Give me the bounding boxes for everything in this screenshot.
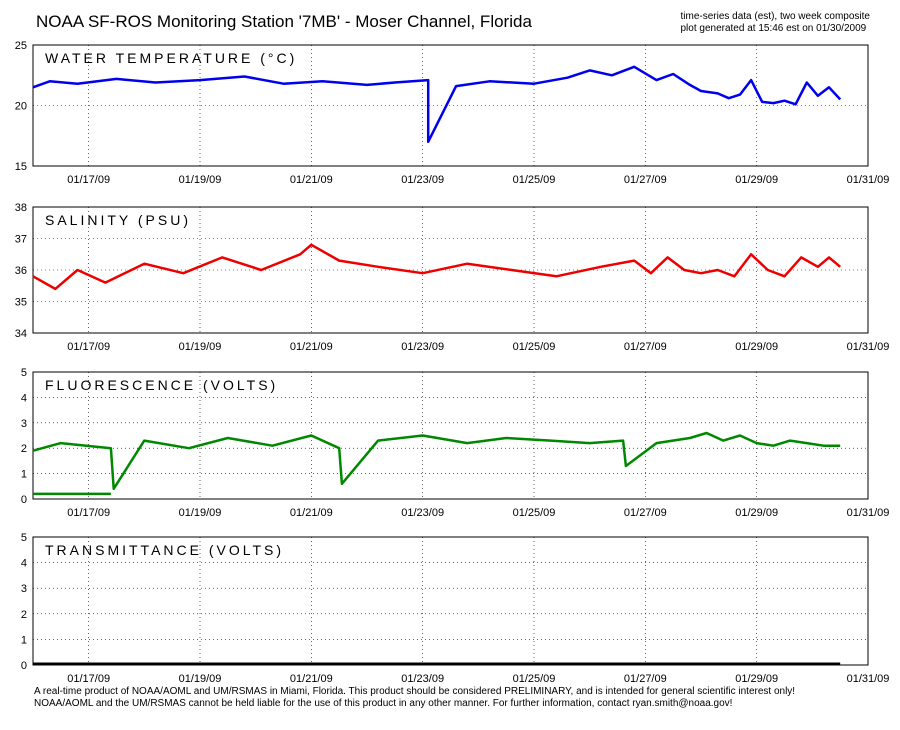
disclaimer-line-1: A real-time product of NOAA/AOML and UM/… xyxy=(34,686,796,697)
x-tick-label: 01/27/09 xyxy=(624,673,667,685)
x-tick-label: 01/29/09 xyxy=(735,673,778,685)
y-tick-label: 1 xyxy=(21,469,27,481)
fluorescence-series-line xyxy=(32,431,841,491)
x-tick-label: 01/23/09 xyxy=(401,341,444,353)
salinity-title: SALINITY (PSU) xyxy=(45,212,191,228)
y-tick-label: 5 xyxy=(21,532,27,544)
x-tick-label: 01/27/09 xyxy=(624,507,667,519)
water-temperature-panel: 01/17/09 01/19/09 01/21/09 01/23/09 01/25/09… xyxy=(15,40,890,186)
salinity-panel: 01/17/09 01/19/09 01/21/09 01/23/09 01/25/09… xyxy=(15,202,890,353)
y-tick-label: 20 xyxy=(15,101,27,113)
x-tick-label: 01/31/09 xyxy=(847,174,890,186)
x-tick-label: 01/25/09 xyxy=(513,507,556,519)
water-temperature-series-line xyxy=(32,65,842,144)
plot-metadata: time-series data (est), two week composi… xyxy=(680,11,870,35)
y-tick-label: 5 xyxy=(21,367,27,379)
page-title: NOAA SF-ROS Monitoring Station '7MB' - M… xyxy=(36,12,532,31)
y-tick-label: 2 xyxy=(21,609,27,621)
x-tick-label: 01/25/09 xyxy=(513,174,556,186)
x-tick-label: 01/31/09 xyxy=(847,341,890,353)
y-tick-label: 25 xyxy=(15,40,27,52)
y-tick-label: 3 xyxy=(21,418,27,430)
water-temperature-plot-area xyxy=(32,44,869,167)
transmittance-plot-area xyxy=(32,536,869,666)
x-tick-label: 01/21/09 xyxy=(290,341,333,353)
y-tick-label: 2 xyxy=(21,443,27,455)
transmittance-panel: 01/17/09 01/19/09 01/21/09 01/23/09 01/25/09… xyxy=(21,532,890,685)
x-tick-label: 01/19/09 xyxy=(179,341,222,353)
y-tick-label: 4 xyxy=(21,558,27,570)
x-tick-label: 01/27/09 xyxy=(624,174,667,186)
x-tick-label: 01/27/09 xyxy=(624,341,667,353)
x-tick-label: 01/19/09 xyxy=(179,174,222,186)
disclaimer-line-2: NOAA/AOML and the UM/RSMAS cannot be hel… xyxy=(34,698,733,709)
transmittance-title: TRANSMITTANCE (VOLTS) xyxy=(45,542,284,558)
y-tick-label: 15 xyxy=(15,161,27,173)
meta-line-1: time-series data (est), two week composi… xyxy=(680,11,870,22)
y-tick-label: 34 xyxy=(15,328,27,340)
x-tick-label: 01/17/09 xyxy=(67,507,110,519)
y-tick-label: 1 xyxy=(21,634,27,646)
x-tick-label: 01/17/09 xyxy=(67,673,110,685)
salinity-series-line xyxy=(32,243,842,291)
x-tick-label: 01/31/09 xyxy=(847,673,890,685)
fluorescence-panel: 01/17/09 01/19/09 01/21/09 01/23/09 01/25/09… xyxy=(21,367,890,519)
x-tick-label: 01/19/09 xyxy=(179,507,222,519)
x-tick-label: 01/25/09 xyxy=(513,341,556,353)
y-tick-label: 4 xyxy=(21,392,27,404)
x-tick-label: 01/23/09 xyxy=(401,507,444,519)
x-tick-label: 01/25/09 xyxy=(513,673,556,685)
fluorescence-plot-area xyxy=(32,371,869,500)
x-tick-label: 01/17/09 xyxy=(67,341,110,353)
y-tick-label: 3 xyxy=(21,583,27,595)
disclaimer: A real-time product of NOAA/AOML and UM/… xyxy=(34,686,795,710)
y-tick-label: 36 xyxy=(15,265,27,277)
x-tick-label: 01/29/09 xyxy=(735,507,778,519)
x-tick-label: 01/23/09 xyxy=(401,673,444,685)
y-tick-label: 0 xyxy=(21,660,27,672)
x-tick-label: 01/31/09 xyxy=(847,507,890,519)
y-tick-label: 38 xyxy=(15,202,27,214)
y-tick-label: 35 xyxy=(15,297,27,309)
y-tick-label: 37 xyxy=(15,234,27,246)
x-tick-label: 01/19/09 xyxy=(179,673,222,685)
fluorescence-title: FLUORESCENCE (VOLTS) xyxy=(45,377,278,393)
x-tick-label: 01/21/09 xyxy=(290,174,333,186)
x-tick-label: 01/21/09 xyxy=(290,507,333,519)
x-tick-label: 01/29/09 xyxy=(735,341,778,353)
x-tick-label: 01/21/09 xyxy=(290,673,333,685)
x-tick-label: 01/17/09 xyxy=(67,174,110,186)
x-tick-label: 01/23/09 xyxy=(401,174,444,186)
y-tick-label: 0 xyxy=(21,494,27,506)
x-tick-label: 01/29/09 xyxy=(735,174,778,186)
water-temperature-title: WATER TEMPERATURE (°C) xyxy=(45,50,297,66)
meta-line-2: plot generated at 15:46 est on 01/30/200… xyxy=(680,23,867,34)
